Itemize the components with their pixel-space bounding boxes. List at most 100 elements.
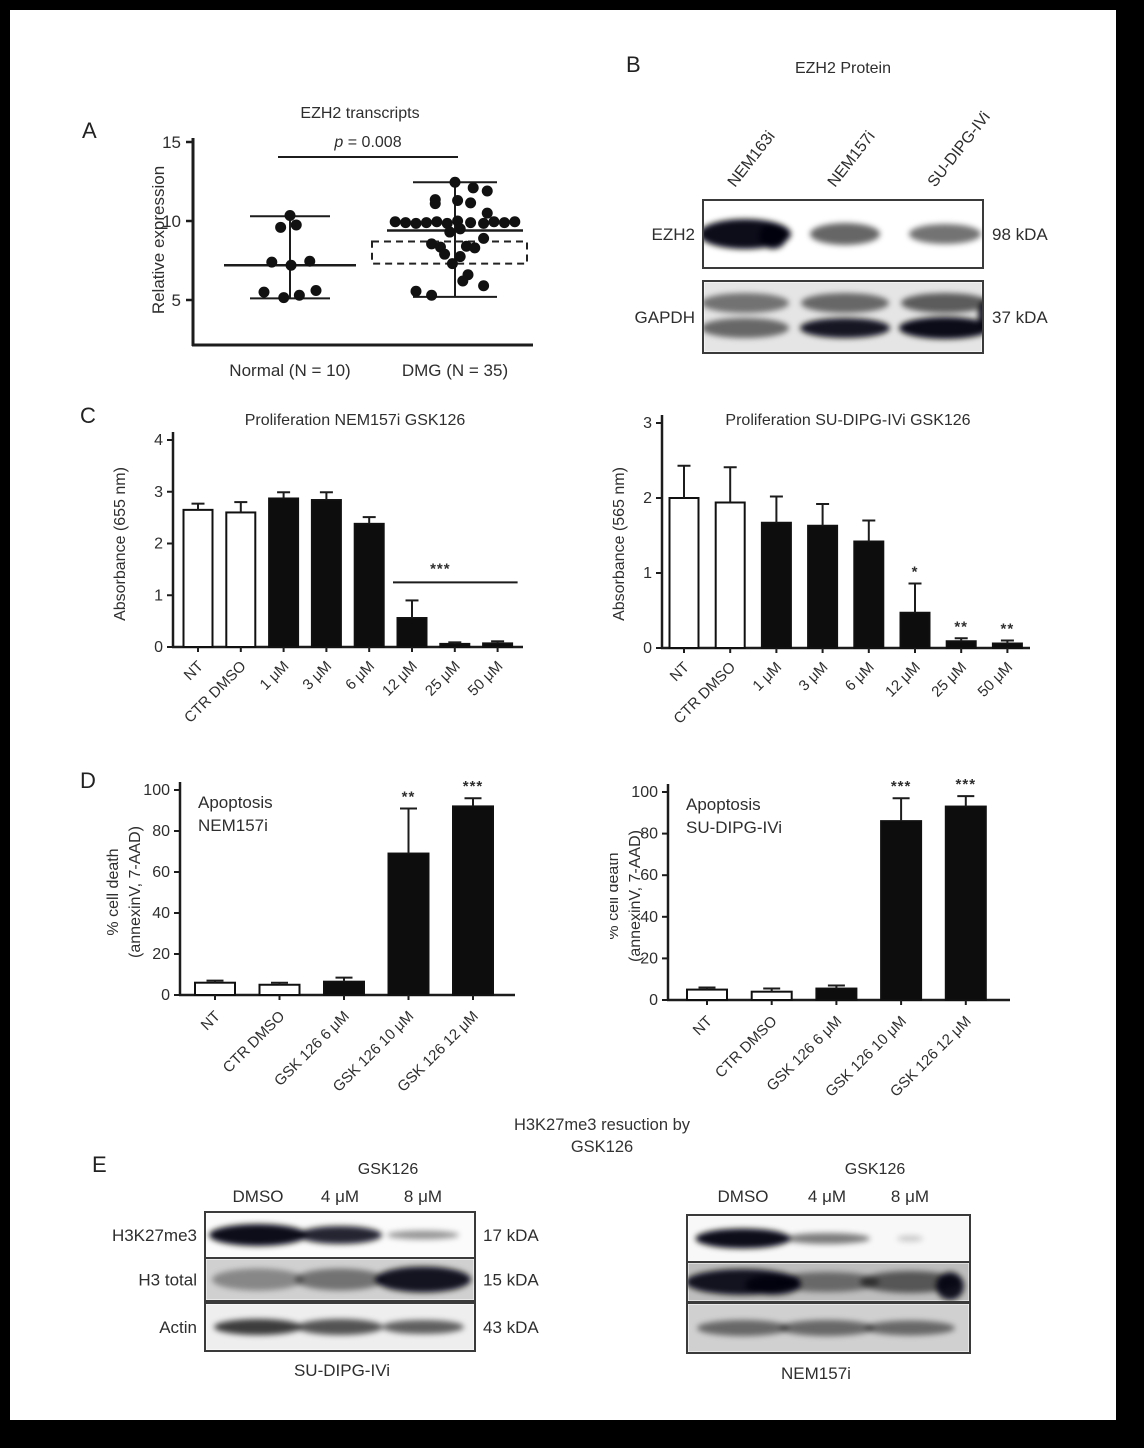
data-point (457, 275, 469, 287)
y-axis-label: Absorbance (655 nm) (112, 467, 129, 621)
y-tick-label: 5 (172, 291, 181, 310)
data-point (488, 216, 500, 228)
blot-band-group (209, 1224, 459, 1246)
x-tick-label: 6 μM (842, 659, 878, 695)
molecular-weight-label: 17 kDA (483, 1226, 539, 1245)
blot-band (695, 1228, 791, 1249)
bar (323, 980, 365, 997)
panel-c-right-bar-chart: Proliferation SU-DIPG-IVi GSK126 Absorban… (610, 400, 1140, 760)
data-point (426, 238, 438, 250)
y-tick-label: 0 (161, 987, 170, 1004)
plot-annotation: SU-DIPG-IVi (686, 818, 782, 837)
molecular-weight-label: 37 kDA (992, 308, 1048, 327)
panel-e-right-western-blot: GSK126 DMSO 4 μM 8 μM NEM157i (620, 1150, 1140, 1400)
blot-box (702, 280, 984, 354)
blot-title: EZH2 Protein (795, 60, 891, 77)
data-point (444, 226, 456, 238)
blot-band (774, 1272, 880, 1292)
blot-band-group (688, 1269, 964, 1300)
y-axis-label: (annexinV, 7-AAD) (627, 830, 644, 962)
data-point (293, 289, 305, 301)
blot-band (865, 1320, 955, 1336)
blot-band (214, 1319, 302, 1335)
blot-band (382, 1320, 464, 1334)
data-point (284, 209, 296, 221)
y-tick-label: 0 (649, 992, 658, 1009)
data-point (449, 176, 461, 188)
x-tick-label: NT (181, 658, 207, 684)
panel-c-letter: C (80, 403, 97, 428)
blot-band-group (697, 1320, 955, 1336)
x-tick-label: NT (667, 659, 693, 685)
blot-band (704, 318, 789, 338)
y-tick-label: 3 (154, 484, 163, 501)
x-tick-label: 12 μM (379, 658, 421, 700)
data-point (410, 217, 422, 229)
lane-label: 8 μM (891, 1187, 929, 1206)
plot-annotation: Apoptosis (686, 795, 761, 814)
x-tick-label: 50 μM (975, 659, 1017, 701)
panel-a-letter: A (82, 118, 98, 143)
significance-stars: ** (954, 618, 968, 635)
y-tick-label: 80 (152, 823, 170, 840)
data-point (452, 194, 464, 206)
significance-stars: * (912, 564, 919, 581)
data-point (446, 258, 458, 270)
y-tick-label: 10 (162, 212, 181, 231)
panel-d-left: % cell death (annexinV, 7-AAD) Apoptosis NE… (105, 778, 515, 1096)
blot-band-group (212, 1266, 471, 1293)
data-point (431, 216, 443, 228)
blot-band (779, 1320, 875, 1336)
panel-d-left-bar-chart: % cell death (annexinV, 7-AAD) Apoptosis NE… (70, 760, 590, 1110)
y-tick-label: 20 (640, 950, 658, 967)
bar (387, 852, 430, 996)
blot-background (704, 282, 982, 352)
blot-band (704, 293, 789, 313)
y-tick-label: 40 (152, 905, 170, 922)
data-point (478, 280, 490, 292)
section-caption-line2: GSK126 (570, 1138, 634, 1157)
y-tick-label: 4 (154, 432, 163, 449)
bar (396, 617, 428, 649)
data-point (420, 217, 432, 229)
blot-row-label: GAPDH (635, 308, 695, 327)
y-tick-label: 40 (640, 909, 658, 926)
section-caption-line1: H3K27me3 resuction by (513, 1116, 691, 1134)
blot-band (697, 1320, 789, 1336)
p-value: p = 0.008 (333, 134, 401, 151)
blot-band (209, 1224, 307, 1246)
data-point (467, 182, 479, 194)
blot-caption: NEM157i (781, 1364, 851, 1383)
data-point (460, 240, 472, 252)
lane-label: 8 μM (404, 1187, 442, 1206)
y-axis-label: % cell death (610, 852, 622, 939)
x-tick-label: NT (690, 1013, 716, 1039)
blot-band (901, 293, 982, 313)
x-tick-label: 25 μM (422, 658, 464, 700)
panel-b-western-blot: EZH2 Protein NEM163i NEM157i SU-DIPG-IVi EZH… (600, 40, 1120, 370)
panel-d-right: % cell death (annexinV, 7-AAD) Apoptosis SU… (610, 776, 1010, 1101)
y-tick-label: 0 (154, 639, 163, 656)
data-point (478, 217, 490, 229)
data-point (410, 285, 422, 297)
y-tick-label: 100 (143, 782, 170, 799)
blot-band (298, 1226, 382, 1244)
y-tick-label: 0 (643, 640, 652, 657)
bar (268, 497, 300, 649)
data-point (481, 207, 493, 219)
blot-band (978, 302, 982, 328)
blot-band (375, 1266, 471, 1293)
y-tick-label: 60 (640, 867, 658, 884)
data-point (426, 289, 438, 301)
blot-er: GSK126 DMSO 4 μM 8 μM NEM157i (686, 1161, 971, 1383)
blot-el: GSK126 DMSO 4 μM 8 μM H3K27me3 17 kDA H3 total… (112, 1161, 539, 1380)
lane-label: NEM157i (825, 128, 879, 190)
significance-stars: *** (956, 776, 977, 793)
lane-label: DMSO (233, 1187, 284, 1206)
lane-label: SU-DIPG-IVi (925, 109, 994, 191)
significance-stars: *** (463, 778, 484, 795)
bar (686, 988, 728, 1002)
y-tick-label: 100 (631, 784, 658, 801)
chart-title: Proliferation SU-DIPG-IVi GSK126 (725, 412, 970, 429)
bar (760, 521, 792, 649)
